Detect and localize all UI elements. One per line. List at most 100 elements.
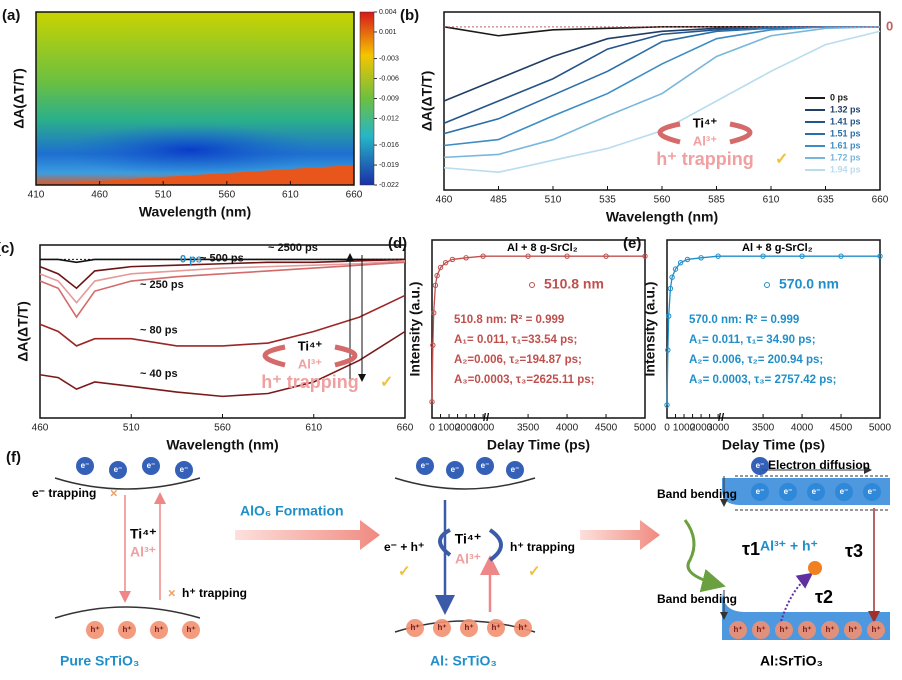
carrier-label: h⁺: [802, 625, 811, 634]
colorbar-tick-label: 0.004: [379, 9, 397, 16]
carrier: [863, 483, 881, 501]
label: Al³⁺: [455, 551, 481, 567]
series-label: 0 ps: [180, 253, 202, 265]
ion-label: Ti⁴⁺: [298, 338, 323, 353]
panel-label: (b): [400, 7, 419, 24]
carrier: [514, 619, 532, 637]
x-tick-label: 635: [817, 195, 834, 206]
y-axis-label: ΔA(ΔT/T): [11, 68, 27, 129]
carrier: [86, 621, 104, 639]
x-axis-label: Wavelength (nm): [139, 204, 251, 220]
series-label: ~ 500 ps: [200, 253, 244, 265]
data-point: [642, 253, 648, 259]
fit-text: A₂=0.006, τ₂=194.87 ps;: [454, 354, 582, 366]
legend-label: 1.94 ps: [830, 164, 861, 174]
data-point: [667, 285, 674, 292]
carrier: [487, 619, 505, 637]
carrier: [821, 621, 839, 639]
fit-line: [431, 255, 645, 402]
x-tick-label: 410: [28, 190, 45, 201]
series-label: ~ 250 ps: [140, 279, 184, 291]
legend-label: 0 ps: [830, 92, 848, 102]
series-line: [39, 260, 406, 304]
x-tick-label: 1000: [438, 423, 461, 434]
data-point: [665, 347, 671, 353]
carrier-label: e⁻: [180, 465, 189, 474]
arrow: [779, 572, 814, 626]
x-tick-label: 460: [91, 190, 108, 201]
carrier-label: e⁻: [812, 487, 821, 496]
axis-break: //: [718, 412, 724, 424]
x-tick-label: 485: [490, 195, 507, 206]
x-tick-label: 3000: [707, 423, 730, 434]
x-axis-label: Wavelength (nm): [166, 437, 278, 453]
big-arrow: [235, 520, 380, 550]
data-point: [437, 264, 444, 271]
carrier: [729, 621, 747, 639]
carrier: [433, 619, 451, 637]
label: e⁻ + h⁺: [384, 540, 424, 554]
x-tick-label: 535: [599, 195, 616, 206]
data-point: [664, 402, 670, 408]
fit-text: A₁= 0.011, τ₁=33.54 ps;: [454, 334, 577, 346]
note: h⁺ trapping: [656, 149, 754, 169]
fit-text: A₃= 0.0003, τ₃= 2757.42 ps;: [689, 374, 836, 386]
carrier: [807, 483, 825, 501]
x-tick-label: 3500: [517, 423, 540, 434]
x-tick-label: 4500: [595, 423, 618, 434]
legend-label: 510.8 nm: [544, 276, 604, 292]
x-axis-label: Wavelength (nm): [606, 209, 718, 225]
legend-marker: [764, 282, 770, 288]
panel-label: (e): [623, 235, 641, 252]
colorbar-tick-label: -0.019: [379, 162, 399, 169]
big-arrow: [580, 520, 660, 550]
x-tick-label: 0: [664, 423, 670, 434]
data-point: [449, 256, 456, 263]
vb-band: [54, 606, 201, 619]
data-point: [442, 259, 449, 266]
y-axis-label: ΔA(ΔT/T): [419, 71, 435, 132]
label: τ2: [815, 587, 833, 607]
x-tick-label: 510: [545, 195, 562, 206]
fit-text: 570.0 nm: R² = 0.999: [689, 314, 799, 326]
x-tick-label: 3500: [752, 423, 775, 434]
carrier: [175, 461, 193, 479]
legend-label: 1.51 ps: [830, 128, 861, 138]
carrier-label: h⁺: [464, 623, 473, 632]
carrier-label: h⁺: [491, 623, 500, 632]
series-line: [39, 330, 406, 398]
x-tick-label: 610: [763, 195, 780, 206]
x-tick-label: 5000: [869, 423, 892, 434]
carrier-label: e⁻: [81, 461, 90, 470]
label: e⁻ trapping: [32, 486, 96, 500]
data-point: [799, 253, 805, 259]
carrier: [751, 457, 769, 475]
carrier: [142, 457, 160, 475]
x-tick-label: 610: [282, 190, 299, 201]
x-tick-label: 5000: [634, 423, 657, 434]
axis-break: //: [483, 412, 489, 424]
data-point: [603, 253, 609, 259]
x-tick-label: 560: [218, 190, 235, 201]
cb-band: [394, 477, 536, 490]
cycle-arrow: [657, 121, 681, 145]
data-point: [432, 282, 439, 289]
label: Band bending: [657, 592, 737, 606]
legend-label: 1.41 ps: [830, 116, 861, 126]
x-tick-label: 460: [436, 195, 453, 206]
carrier: [76, 457, 94, 475]
caption: Pure SrTiO₃: [60, 653, 139, 669]
data-point: [698, 255, 704, 261]
ion-label: Al³⁺: [693, 133, 717, 148]
carrier: [406, 619, 424, 637]
fit-text: A₁= 0.011, τ₁= 34.90 ps;: [689, 334, 816, 346]
carrier-label: e⁻: [451, 465, 460, 474]
data-point: [666, 313, 672, 319]
panel-label: (f): [6, 449, 21, 466]
ion-label: Al³⁺: [298, 356, 322, 371]
ion: [808, 561, 822, 575]
data-point: [669, 274, 675, 280]
label: Electron diffusion: [768, 458, 870, 472]
carrier: [476, 457, 494, 475]
